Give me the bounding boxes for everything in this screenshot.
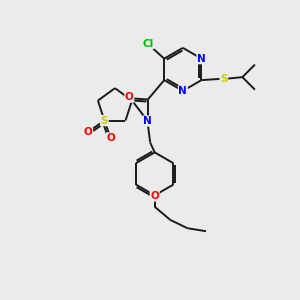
Text: O: O [106,133,116,143]
Text: S: S [101,116,108,126]
Text: Cl: Cl [142,39,153,49]
Text: S: S [220,74,228,84]
Text: O: O [84,127,92,137]
Text: O: O [150,191,159,201]
Text: O: O [125,92,134,102]
Text: N: N [143,116,152,126]
Text: N: N [178,86,187,96]
Text: N: N [197,54,206,64]
